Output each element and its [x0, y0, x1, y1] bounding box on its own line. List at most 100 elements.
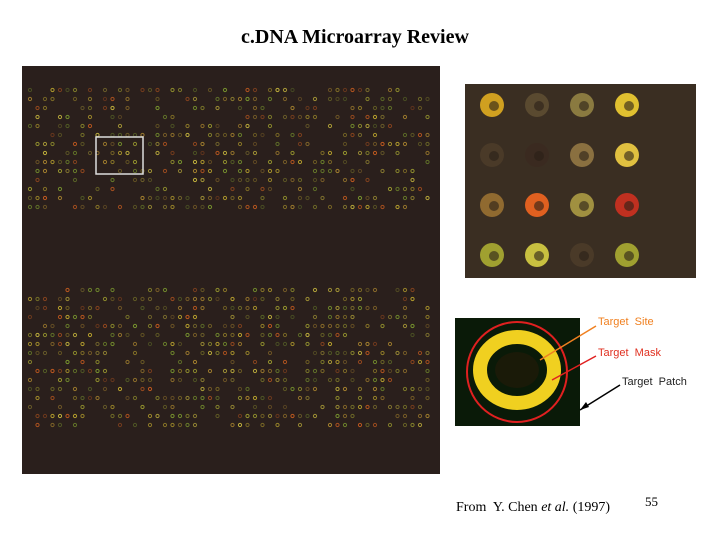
array-spot	[260, 186, 265, 192]
array-spot	[155, 105, 160, 111]
array-spot	[147, 287, 153, 293]
array-spot	[215, 195, 220, 201]
array-spot	[110, 141, 115, 147]
target-spot	[473, 330, 561, 410]
array-spot	[237, 123, 243, 129]
array-spot	[425, 114, 430, 120]
array-spot	[410, 404, 415, 410]
array-spot	[42, 159, 48, 165]
array-spot	[185, 204, 190, 210]
array-spot	[147, 368, 153, 374]
array-spot	[200, 332, 205, 338]
array-spot	[372, 114, 378, 120]
array-spot	[252, 159, 258, 165]
array-spot	[230, 422, 235, 428]
array-spot	[237, 132, 243, 138]
array-spot	[387, 96, 393, 102]
array-spot	[402, 368, 408, 374]
array-spot	[65, 413, 70, 419]
array-spot	[402, 350, 408, 356]
array-spot	[372, 287, 378, 293]
array-spot	[102, 350, 108, 356]
array-spot	[140, 332, 145, 338]
array-spot	[57, 332, 63, 338]
array-spot	[117, 332, 123, 338]
array-spot	[267, 123, 273, 129]
array-spot	[185, 296, 190, 302]
array-spot	[95, 359, 100, 365]
array-spot	[350, 114, 355, 120]
array-spot	[290, 105, 295, 111]
array-spot	[87, 123, 93, 129]
array-spot	[395, 287, 400, 293]
array-spot	[57, 114, 63, 120]
array-spot	[110, 287, 115, 293]
array-spot	[57, 350, 63, 356]
array-spot	[42, 204, 48, 210]
array-spot	[72, 159, 78, 165]
array-spot	[125, 332, 130, 338]
array-spot	[95, 287, 100, 293]
array-spot	[222, 341, 228, 347]
array-spot	[222, 332, 228, 338]
array-spot	[215, 395, 220, 401]
array-spot	[170, 413, 175, 419]
array-spot	[207, 168, 213, 174]
array-spot	[132, 350, 138, 356]
array-spot	[95, 186, 100, 192]
array-spot	[297, 332, 303, 338]
array-spot	[342, 350, 348, 356]
array-spot	[222, 168, 228, 174]
array-spot	[357, 195, 363, 201]
array-spot	[87, 368, 93, 374]
array-spot	[170, 377, 175, 383]
array-spot	[35, 350, 40, 356]
array-spot	[27, 186, 33, 192]
array-spot	[65, 150, 70, 156]
array-spot	[72, 386, 78, 392]
array-spot	[252, 359, 258, 365]
array-spot	[425, 386, 430, 392]
target-center	[495, 352, 539, 388]
array-spot	[335, 305, 340, 311]
array-spot	[237, 386, 243, 392]
array-spot	[402, 287, 408, 293]
array-spot	[357, 422, 363, 428]
microarray-image	[22, 66, 440, 474]
array-spot	[395, 204, 400, 210]
array-spot	[387, 359, 393, 365]
array-spot	[365, 305, 370, 311]
array-spot	[312, 377, 318, 383]
array-spot	[110, 150, 115, 156]
array-spot	[230, 377, 235, 383]
citation-italic: et al.	[541, 500, 570, 515]
array-spot	[365, 123, 370, 129]
array-spot	[222, 368, 228, 374]
array-spot	[140, 177, 145, 183]
grid-spot-core	[579, 151, 589, 161]
array-spot	[230, 195, 235, 201]
array-spot	[267, 395, 273, 401]
array-spot	[387, 87, 393, 93]
array-spot	[290, 314, 295, 320]
array-spot	[290, 413, 295, 419]
array-spot	[350, 350, 355, 356]
array-spot	[365, 195, 370, 201]
array-spot	[312, 114, 318, 120]
array-spot	[110, 296, 115, 302]
array-spot	[395, 141, 400, 147]
array-spot	[117, 87, 123, 93]
array-spot	[65, 168, 70, 174]
array-spot	[27, 386, 33, 392]
array-spot	[192, 87, 198, 93]
array-spot	[95, 395, 100, 401]
array-spot	[380, 395, 385, 401]
array-spot	[170, 114, 175, 120]
array-spot	[365, 404, 370, 410]
array-spot	[117, 204, 123, 210]
array-spot	[410, 359, 415, 365]
array-spot	[222, 377, 228, 383]
array-spot	[365, 377, 370, 383]
array-spot	[200, 350, 205, 356]
array-spot	[350, 404, 355, 410]
